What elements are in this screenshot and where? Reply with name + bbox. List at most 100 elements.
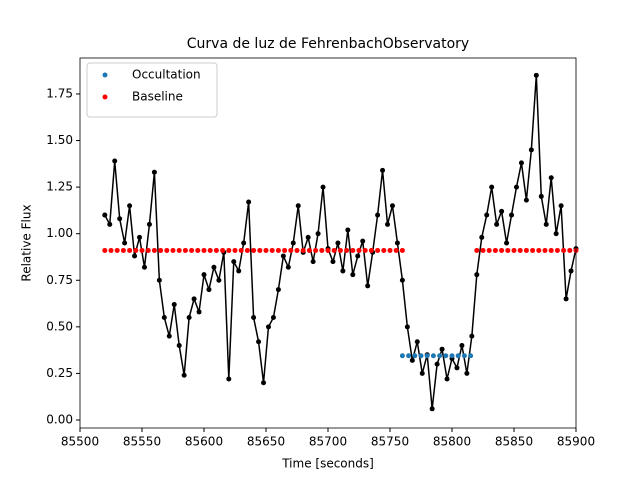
data-point	[492, 247, 498, 253]
y-tick-label: 0.00	[46, 412, 73, 426]
y-axis-label: Relative Flux	[20, 204, 34, 281]
data-point	[360, 238, 366, 244]
data-point	[548, 175, 554, 181]
data-point	[568, 268, 574, 274]
plot-frame	[79, 57, 577, 429]
data-point	[213, 247, 219, 253]
data-point	[310, 259, 316, 265]
data-point	[181, 372, 187, 378]
data-point	[207, 247, 213, 253]
data-point	[246, 199, 252, 205]
data-point	[419, 370, 425, 376]
data-point	[454, 365, 460, 371]
legend-marker	[102, 94, 108, 100]
legend-marker	[102, 72, 108, 78]
data-point	[195, 247, 201, 253]
data-point	[344, 247, 350, 253]
data-point	[499, 247, 505, 253]
data-point	[300, 247, 306, 253]
data-point	[285, 264, 291, 270]
data-point	[387, 247, 393, 253]
data-point	[145, 247, 151, 253]
data-point	[548, 247, 554, 253]
data-point	[319, 247, 325, 253]
data-point	[320, 184, 326, 190]
data-point	[315, 231, 321, 237]
data-point	[362, 247, 368, 253]
data-point	[480, 247, 486, 253]
data-point	[114, 247, 120, 253]
data-point	[429, 406, 435, 412]
data-point	[176, 247, 182, 253]
x-tick-label: 85700	[309, 435, 347, 449]
data-point	[201, 247, 207, 253]
legend-box	[86, 62, 218, 118]
data-point	[305, 234, 311, 240]
data-point	[127, 203, 133, 209]
x-tick-label: 85650	[247, 435, 285, 449]
data-point	[449, 353, 455, 359]
data-point	[424, 353, 430, 359]
data-point	[389, 203, 395, 209]
y-tick-label: 1.00	[46, 226, 73, 240]
data-point	[171, 301, 177, 307]
data-point	[538, 193, 544, 199]
data-point	[350, 272, 356, 278]
data-point	[337, 247, 343, 253]
y-tick-label: 1.25	[46, 180, 73, 194]
data-point	[232, 247, 238, 253]
data-point	[269, 247, 275, 253]
data-point	[191, 296, 197, 302]
legend-label: Occultation	[132, 68, 201, 82]
data-point	[375, 247, 381, 253]
data-point	[399, 277, 405, 283]
data-point	[561, 247, 567, 253]
data-point	[238, 247, 244, 253]
data-point	[275, 287, 281, 293]
data-point	[542, 247, 548, 253]
data-point	[151, 247, 157, 253]
data-point	[365, 283, 371, 289]
data-point	[251, 247, 257, 253]
data-point	[517, 247, 523, 253]
data-point	[412, 353, 418, 359]
data-point	[530, 247, 536, 253]
x-tick-label: 85800	[433, 435, 471, 449]
data-point	[479, 234, 485, 240]
data-point	[117, 216, 123, 222]
data-point	[257, 247, 263, 253]
data-point	[201, 272, 207, 278]
data-point	[270, 315, 276, 321]
data-point	[437, 353, 443, 359]
data-point	[393, 247, 399, 253]
data-point	[434, 361, 440, 367]
data-point	[211, 264, 217, 270]
data-point	[350, 247, 356, 253]
data-point	[474, 247, 480, 253]
data-point	[137, 234, 143, 240]
data-point	[461, 353, 467, 359]
data-point	[261, 380, 267, 386]
data-point	[161, 315, 167, 321]
data-point	[385, 221, 391, 227]
data-point	[216, 277, 222, 283]
x-tick-label: 85900	[557, 435, 595, 449]
data-point	[139, 247, 145, 253]
data-point	[513, 184, 519, 190]
data-point	[345, 227, 351, 233]
data-point	[170, 247, 176, 253]
data-point	[469, 333, 475, 339]
y-tick-label: 0.50	[46, 319, 73, 333]
data-point	[464, 370, 470, 376]
data-point	[220, 247, 226, 253]
data-point	[241, 240, 247, 246]
data-point	[280, 253, 286, 259]
x-tick-label: 85500	[61, 435, 99, 449]
data-point	[518, 160, 524, 166]
data-point	[375, 212, 381, 218]
data-point	[288, 247, 294, 253]
data-point	[189, 247, 195, 253]
data-point	[263, 247, 269, 253]
data-point	[409, 357, 415, 363]
x-tick-label: 85550	[123, 435, 161, 449]
